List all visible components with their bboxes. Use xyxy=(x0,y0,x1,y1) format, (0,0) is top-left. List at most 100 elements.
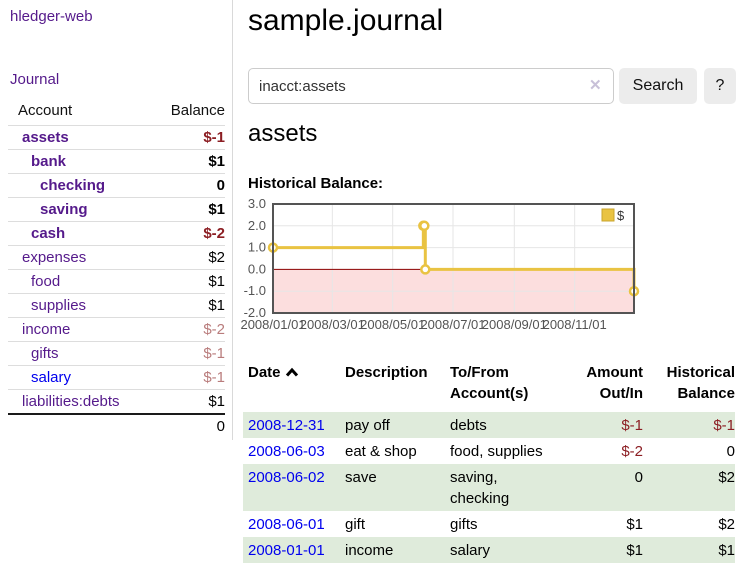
account-balance: $1 xyxy=(154,389,225,414)
account-link-bank[interactable]: bank xyxy=(31,153,67,170)
account-cell: assets xyxy=(8,125,155,150)
register-description-cell: gift xyxy=(345,516,366,533)
svg-text:-2.0: -2.0 xyxy=(244,305,266,320)
account-row: income $-2 xyxy=(8,317,225,342)
svg-text:2008/01/01: 2008/01/01 xyxy=(240,317,305,332)
register-header-date-label: Date xyxy=(248,364,281,381)
svg-text:2008/09/01: 2008/09/01 xyxy=(482,317,547,332)
svg-text:3.0: 3.0 xyxy=(248,196,266,211)
clear-search-icon[interactable]: ✕ xyxy=(589,77,602,94)
account-row: cash $-2 xyxy=(8,221,225,246)
account-row: checking 0 xyxy=(8,173,225,198)
register-date-cell: 2008-01-01 xyxy=(243,537,345,563)
account-cell: checking xyxy=(8,173,155,198)
account-heading: assets xyxy=(248,120,318,147)
account-link-expenses[interactable]: expenses xyxy=(22,249,87,266)
register-balance-cell: $2 xyxy=(718,469,735,486)
account-cell: income xyxy=(8,317,155,342)
account-link-assets[interactable]: assets xyxy=(22,129,69,146)
register-header-balance: Historical Balance xyxy=(666,364,735,402)
accounts-header-account: Account xyxy=(18,102,73,119)
accounts-header-balance: Balance xyxy=(170,102,225,119)
register-header-date[interactable]: Date xyxy=(243,362,345,412)
account-row: food $1 xyxy=(8,269,225,294)
register-date-cell: 2008-06-02 xyxy=(243,464,345,511)
accounts-tbody: assets $-1 bank $1 checking 0 saving $1 cash $-2 e… xyxy=(8,125,225,438)
search-form: ✕ Search ? xyxy=(248,68,742,104)
account-balance: $1 xyxy=(154,149,225,174)
search-button[interactable]: Search xyxy=(619,68,697,104)
register-description-cell: eat & shop xyxy=(345,443,417,460)
chart-section-label: Historical Balance: xyxy=(248,175,384,192)
account-link-supplies[interactable]: supplies xyxy=(31,297,87,314)
help-button[interactable]: ? xyxy=(704,68,736,104)
account-link-saving[interactable]: saving xyxy=(40,201,88,218)
transaction-date-link[interactable]: 2008-06-01 xyxy=(248,516,325,533)
account-balance: $-2 xyxy=(154,221,225,246)
transaction-date-link[interactable]: 2008-06-03 xyxy=(248,443,325,460)
sidebar-item-journal[interactable]: Journal xyxy=(10,71,60,88)
account-balance: $-1 xyxy=(154,125,225,150)
register-amount-cell: $-2 xyxy=(621,443,643,460)
account-link-salary[interactable]: salary xyxy=(31,369,72,386)
svg-text:$: $ xyxy=(617,208,625,223)
account-link-liabilities-debts[interactable]: liabilities:debts xyxy=(22,393,120,410)
account-cell: salary xyxy=(8,365,155,390)
account-cell: gifts xyxy=(8,341,155,366)
register-balance-cell: $2 xyxy=(718,516,735,533)
account-balance: $-1 xyxy=(154,341,225,366)
account-row: liabilities:debts $1 xyxy=(8,389,225,414)
account-link-income[interactable]: income xyxy=(22,321,71,338)
search-input[interactable] xyxy=(248,68,614,104)
accounts-header-row: Account Balance xyxy=(8,98,225,126)
account-link-cash[interactable]: cash xyxy=(31,225,66,242)
transaction-date-link[interactable]: 2008-01-01 xyxy=(248,542,325,559)
register-row: 2008-06-03 eat & shop food, supplies $-2 0 xyxy=(243,438,735,464)
svg-text:2008/07/01: 2008/07/01 xyxy=(420,317,485,332)
register-row: 2008-12-31 pay off debts $-1 $-1 xyxy=(243,412,735,438)
register-date-cell: 2008-06-01 xyxy=(243,511,345,537)
accounts-table: Account Balance assets $-1 bank $1 checking 0… xyxy=(8,98,225,438)
brand-link[interactable]: hledger-web xyxy=(10,8,93,25)
svg-text:1.0: 1.0 xyxy=(248,240,266,255)
account-link-checking[interactable]: checking xyxy=(40,177,106,194)
account-cell: saving xyxy=(8,197,155,222)
register-accounts-cell: debts xyxy=(450,417,487,434)
register-header-amount: Amount Out/In xyxy=(586,364,643,402)
historical-balance-chart[interactable]: 3.0 2.0 1.0 0.0 -1.0 -2.02008/01/012008/03/01… xyxy=(240,196,742,340)
account-cell: bank xyxy=(8,149,155,174)
account-cell: cash xyxy=(8,221,155,246)
account-link-food[interactable]: food xyxy=(31,273,61,290)
account-row: expenses $2 xyxy=(8,245,225,270)
page-title: sample.journal xyxy=(248,4,444,37)
register-date-cell: 2008-06-03 xyxy=(243,438,345,464)
svg-text:2008/11/01: 2008/11/01 xyxy=(543,317,607,332)
account-link-gifts[interactable]: gifts xyxy=(31,345,59,362)
register-amount-cell: $1 xyxy=(626,542,643,559)
accounts-total-spacer xyxy=(8,413,155,438)
register-balance-cell: 0 xyxy=(726,443,735,460)
transaction-date-link[interactable]: 2008-06-02 xyxy=(248,469,325,486)
register-accounts-cell: salary xyxy=(450,542,491,559)
register-row: 2008-06-01 gift gifts $1 $2 xyxy=(243,511,735,537)
svg-text:2008/03/01: 2008/03/01 xyxy=(300,317,365,332)
account-balance: $-2 xyxy=(154,317,225,342)
register-header-row: Date Description To/From Account(s) Amou… xyxy=(243,362,735,412)
svg-text:-1.0: -1.0 xyxy=(244,283,266,298)
register-description-cell: income xyxy=(345,542,394,559)
accounts-total-row: 0 xyxy=(8,413,225,438)
transaction-date-link[interactable]: 2008-12-31 xyxy=(248,417,325,434)
register-table: Date Description To/From Account(s) Amou… xyxy=(243,362,735,563)
register-date-cell: 2008-12-31 xyxy=(243,412,345,438)
account-balance: $1 xyxy=(154,269,225,294)
account-balance: $1 xyxy=(154,293,225,318)
main-content: sample.journal ✕ Search ? assets Histori… xyxy=(240,0,742,582)
register-accounts-cell: gifts xyxy=(450,516,478,533)
account-cell: liabilities:debts xyxy=(8,389,155,414)
account-balance: 0 xyxy=(154,173,225,198)
sort-asc-icon xyxy=(285,363,299,384)
account-cell: supplies xyxy=(8,293,155,318)
chart-container: 3.0 2.0 1.0 0.0 -1.0 -2.0 2008/01/01 2008/03/01… xyxy=(240,196,742,340)
register-balance-cell: $-1 xyxy=(713,417,735,434)
account-balance: $2 xyxy=(154,245,225,270)
